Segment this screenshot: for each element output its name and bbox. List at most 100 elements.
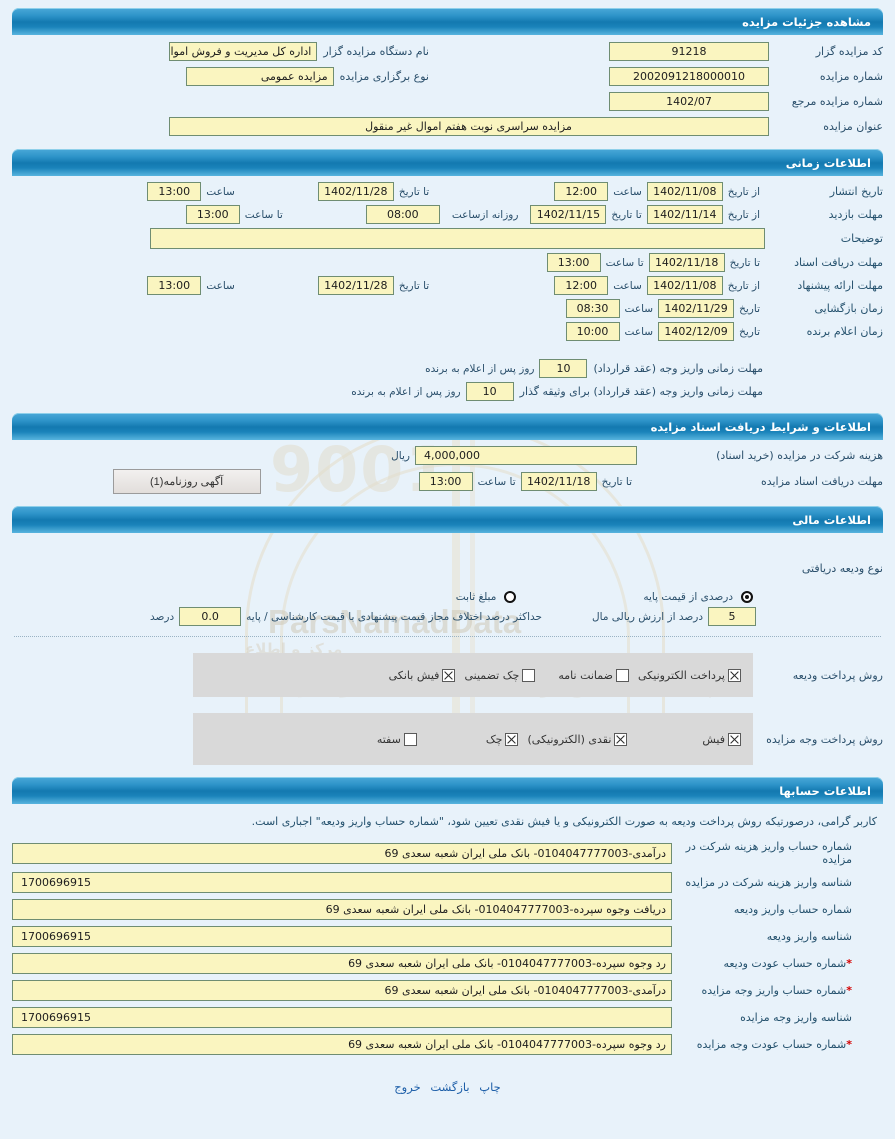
row-percent-value: 5 درصد از ارزش ریالی مال حداکثر درصد اخت…: [12, 605, 883, 628]
field-auction-number[interactable]: 2002091218000010: [609, 67, 769, 86]
field-offer-hour[interactable]: 12:00: [554, 276, 609, 295]
field-winner-hour[interactable]: 10:00: [565, 322, 620, 341]
field-opening-hour[interactable]: 08:30: [565, 299, 620, 318]
label-auction-number: شماره مزایده: [819, 70, 883, 83]
field-participation-fee[interactable]: 4,000,000: [415, 446, 637, 465]
time-info-section: تاریخ انتشار از تاریخ 1402/11/08 ساعت 12…: [12, 176, 883, 409]
label-deposit-payment-method: روش پرداخت ودیعه: [792, 668, 883, 682]
field-publish-hour[interactable]: 12:00: [554, 182, 609, 201]
label-max-diff: حداکثر درصد اختلاف مجاز قیمت پیشنهادی با…: [246, 610, 543, 623]
checkbox-guaranteed-cheque[interactable]: [522, 668, 536, 682]
field-identifier-participation-fee[interactable]: 1700696915: [12, 872, 672, 893]
label-account-participation-fee: شماره حساب واریز هزینه شرکت در مزایده: [685, 840, 852, 866]
label-winner-date: تاریخ: [739, 325, 760, 338]
field-offer-to-date[interactable]: 1402/11/28: [317, 276, 394, 295]
table-row: شماره حساب واریز ودیعه دریافت وجوه سپرده…: [12, 896, 883, 923]
checkbox-cash-electronic[interactable]: [614, 732, 628, 746]
row-reference-number: شماره مزایده مرجع 1402/07: [12, 89, 883, 114]
label-auction-type: نوع برگزاری مزایده: [339, 70, 429, 83]
table-row: *شماره حساب واریز وجه مزایده درآمدی-0104…: [12, 977, 883, 1004]
field-account-auction-return[interactable]: رد وجوه سپرده-0104047777003- بانک ملی ای…: [12, 1034, 672, 1055]
field-identifier-deposit[interactable]: 1700696915: [12, 926, 672, 947]
field-docs-deadline-date[interactable]: 1402/11/18: [648, 253, 725, 272]
print-link[interactable]: چاپ: [479, 1080, 501, 1094]
field-docs-deadline-hour[interactable]: 13:00: [546, 253, 601, 272]
checkbox-cheque[interactable]: [505, 732, 519, 746]
label-payment-days-collateral-suffix: روز پس از اعلام به برنده: [351, 385, 461, 398]
field-auction-title[interactable]: مزایده سراسری نوبت هفتم اموال غیر منقول: [169, 117, 769, 136]
accounts-section-bar: اطلاعات حسابها: [12, 777, 883, 804]
field-payment-days[interactable]: 10: [539, 359, 588, 378]
financial-section-title: اطلاعات مالی: [792, 512, 871, 527]
label-payment-days-collateral: مهلت زمانی واریز وجه (عقد قرارداد) برای …: [519, 385, 763, 398]
back-link[interactable]: بازگشت: [430, 1080, 470, 1094]
field-visit-from-date[interactable]: 1402/11/14: [646, 205, 723, 224]
field-opening-date[interactable]: 1402/11/29: [658, 299, 735, 318]
radio-percent-of-base-price[interactable]: [741, 591, 753, 603]
row-participation-fee: هزینه شرکت در مزایده (خرید اسناد) 4,000,…: [12, 444, 883, 467]
checkbox-receipt[interactable]: [728, 732, 741, 746]
field-publish-to-date[interactable]: 1402/11/28: [317, 182, 394, 201]
field-offer-from-date[interactable]: 1402/11/08: [646, 276, 723, 295]
row-docs-receive-deadline: مهلت دریافت اسناد مزایده تا تاریخ 1402/1…: [12, 467, 883, 496]
field-daily-from-hour[interactable]: 08:00: [365, 205, 440, 224]
row-description: توضیحات: [12, 226, 883, 251]
field-reference-number[interactable]: 1402/07: [609, 92, 769, 111]
label-guarantee-letter: ضمانت نامه: [558, 668, 613, 682]
label-winner-hour: ساعت: [624, 325, 654, 338]
field-max-diff-value[interactable]: 0.0: [179, 607, 242, 626]
row-auction-title: عنوان مزایده مزایده سراسری نوبت هفتم امو…: [12, 114, 883, 139]
required-asterisk: *: [846, 984, 852, 997]
label-daily-from-hour: روزانه ازساعت: [451, 208, 519, 221]
checkbox-promissory-note[interactable]: [403, 732, 417, 746]
label-publish-date: تاریخ انتشار: [829, 185, 883, 198]
accounts-info-section: کاربر گرامی، درصورتیکه روش پرداخت ودیعه …: [12, 804, 883, 1064]
checkbox-bank-receipt[interactable]: [442, 668, 456, 682]
field-account-deposit[interactable]: دریافت وجوه سپرده-0104047777003- بانک مل…: [12, 899, 672, 920]
label-deposit-type: نوع ودیعه دریافتی: [801, 562, 883, 575]
newspaper-ad-button[interactable]: آگهی روزنامه(1): [112, 469, 261, 494]
field-account-deposit-return[interactable]: رد وجوه سپرده-0104047777003- بانک ملی ای…: [12, 953, 672, 974]
field-account-participation-fee[interactable]: درآمدی-0104047777003- بانک ملی ایران شعب…: [12, 842, 672, 864]
docs-section-bar: اطلاعات و شرایط دریافت اسناد مزایده: [12, 413, 883, 440]
field-docs-receive-date[interactable]: 1402/11/18: [520, 472, 597, 491]
label-offer-deadline: مهلت ارائه پیشنهاد: [797, 279, 883, 292]
checkbox-guarantee-letter[interactable]: [616, 668, 629, 682]
label-cheque: چک: [485, 732, 503, 746]
field-winner-date[interactable]: 1402/12/09: [658, 322, 735, 341]
label-cash-electronic: نقدی (الکترونیکی): [527, 732, 612, 746]
field-percent-value[interactable]: 5: [708, 607, 756, 626]
field-docs-receive-hour[interactable]: 13:00: [418, 472, 473, 491]
field-visit-to-hour[interactable]: 13:00: [185, 205, 240, 224]
checkbox-electronic-payment[interactable]: [728, 668, 741, 682]
field-auction-code[interactable]: 91218: [609, 42, 769, 61]
field-account-auction-payment[interactable]: درآمدی-0104047777003- بانک ملی ایران شعب…: [12, 980, 672, 1001]
divider-financial: [14, 636, 881, 637]
label-docs-deadline-hour: تا ساعت: [605, 256, 644, 269]
field-payment-days-collateral[interactable]: 10: [465, 382, 514, 401]
label-publish-to-hour: ساعت: [206, 185, 235, 198]
page-root: مشاهده جزئیات مزایده کد مزایده گزار 9121…: [0, 8, 895, 1100]
field-description[interactable]: [150, 228, 765, 249]
label-electronic-payment: پرداخت الکترونیکی: [638, 668, 725, 682]
label-guaranteed-cheque: چک تضمینی: [464, 668, 520, 682]
field-identifier-auction-payment[interactable]: 1700696915: [12, 1007, 672, 1028]
field-publish-from-date[interactable]: 1402/11/08: [646, 182, 723, 201]
field-visit-to-date[interactable]: 1402/11/15: [530, 205, 607, 224]
label-publish-to: تا تاریخ: [398, 185, 430, 198]
field-org-name[interactable]: اداره کل مدیریت و فروش اموال: [169, 42, 318, 61]
footer-links: چاپ بازگشت خروج: [12, 1064, 883, 1100]
label-promissory-note: سفته: [376, 732, 401, 746]
label-publish-from: از تاریخ: [727, 185, 760, 198]
radio-fixed-amount[interactable]: [504, 591, 517, 603]
exit-link[interactable]: خروج: [394, 1080, 421, 1094]
auction-payment-method-box: فیش نقدی (الکترونیکی) چک سفته: [193, 713, 753, 765]
field-auction-type[interactable]: مزایده عمومی: [185, 67, 334, 86]
label-identifier-participation-fee: شناسه واریز هزینه شرکت در مزایده: [685, 876, 852, 889]
row-auction-number: شماره مزایده 2002091218000010 نوع برگزار…: [12, 64, 883, 89]
row-payment-days-collateral: مهلت زمانی واریز وجه (عقد قرارداد) برای …: [12, 380, 883, 403]
field-publish-to-hour[interactable]: 13:00: [147, 182, 202, 201]
field-offer-to-hour[interactable]: 13:00: [147, 276, 202, 295]
table-row: شناسه واریز هزینه شرکت در مزایده 1700696…: [12, 869, 883, 896]
time-section-bar: اطلاعات زمانی: [12, 149, 883, 176]
